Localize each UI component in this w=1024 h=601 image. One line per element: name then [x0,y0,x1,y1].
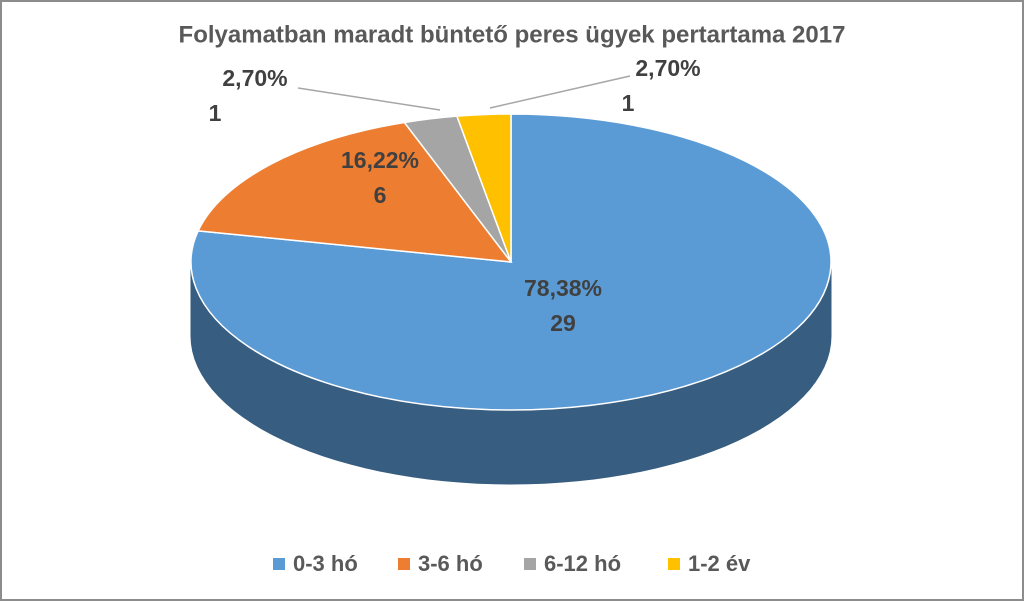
chart-title: Folyamatban maradt büntető peres ügyek p… [179,21,846,48]
percent-label: 2,70% [635,55,700,81]
legend-label: 3-6 hó [418,551,483,576]
legend-swatch [668,558,680,570]
pie-slice [197,121,513,263]
legend-label: 0-3 hó [293,551,358,576]
percent-label: 2,70% [222,65,287,91]
leader-line [297,87,441,111]
legend-label: 1-2 év [688,551,751,576]
legend-swatch [273,558,285,570]
pie-slice [455,113,512,263]
legend-label: 6-12 hó [544,551,621,576]
count-label: 29 [550,310,576,336]
legend-swatch [524,558,536,570]
count-label: 1 [622,90,635,116]
percent-label: 16,22% [341,147,419,173]
leader-line [489,75,631,109]
count-label: 6 [374,182,387,208]
count-label: 1 [209,100,222,126]
legend-swatch [398,558,410,570]
percent-label: 78,38% [524,275,602,301]
